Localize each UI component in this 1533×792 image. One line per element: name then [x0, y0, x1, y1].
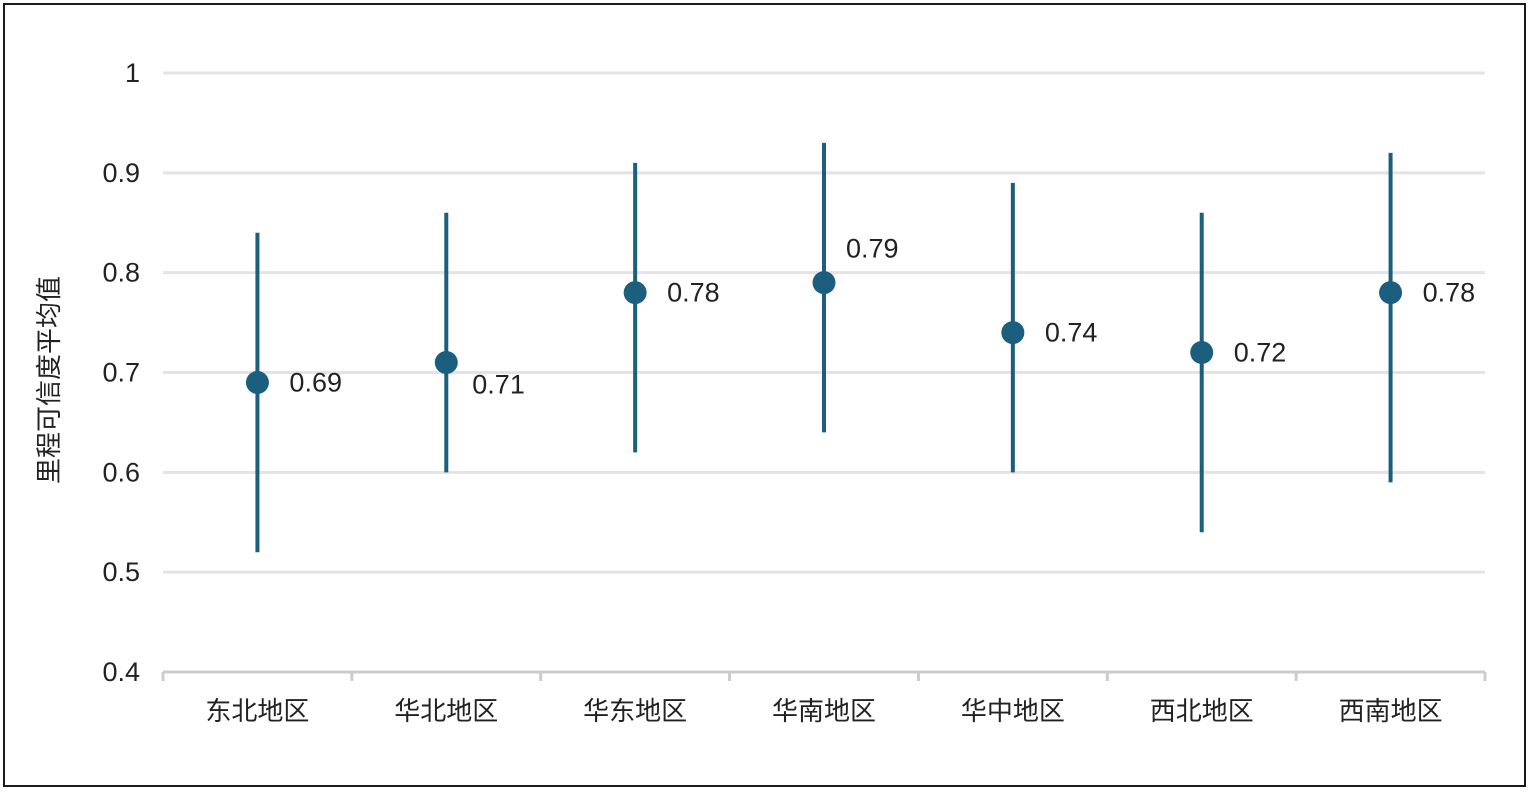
data-label: 0.69 — [289, 367, 342, 397]
y-axis-title: 里程可信度平均值 — [35, 276, 65, 484]
y-tick-label: 0.9 — [102, 158, 140, 188]
y-tick-label: 0.8 — [102, 258, 140, 288]
x-category-label: 西北地区 — [1150, 697, 1254, 727]
x-category-label: 华南地区 — [772, 697, 876, 727]
data-label: 0.79 — [846, 234, 899, 264]
y-tick-label: 0.6 — [102, 457, 140, 487]
data-marks: 0.69 0.71 0.78 0.79 0.74 0.72 0.78 — [245, 142, 1476, 553]
data-point — [245, 370, 269, 394]
data-label: 0.74 — [1045, 318, 1098, 348]
x-category-label: 东北地区 — [205, 697, 309, 727]
x-axis — [161, 670, 1487, 681]
y-axis-ticks: 0.4 0.5 0.6 0.7 0.8 0.9 1 — [102, 58, 140, 687]
x-category-label: 华北地区 — [394, 697, 498, 727]
x-category-label: 西南地区 — [1339, 697, 1443, 727]
data-label: 0.78 — [1423, 278, 1476, 308]
data-label: 0.72 — [1234, 338, 1287, 368]
x-category-label: 华东地区 — [583, 697, 687, 727]
data-point — [1379, 281, 1403, 305]
data-label: 0.71 — [472, 370, 525, 400]
data-point — [623, 281, 647, 305]
y-tick-label: 0.4 — [102, 657, 140, 687]
x-category-label: 华中地区 — [961, 697, 1065, 727]
data-point — [1190, 341, 1214, 365]
data-point — [812, 271, 836, 295]
data-point — [1001, 321, 1025, 345]
x-axis-categories: 东北地区 华北地区 华东地区 华南地区 华中地区 西北地区 西南地区 — [205, 697, 1442, 727]
y-tick-label: 0.7 — [102, 358, 140, 388]
y-tick-label: 1 — [125, 58, 140, 88]
data-point — [434, 351, 458, 375]
data-label: 0.78 — [667, 278, 720, 308]
y-tick-label: 0.5 — [102, 557, 140, 587]
